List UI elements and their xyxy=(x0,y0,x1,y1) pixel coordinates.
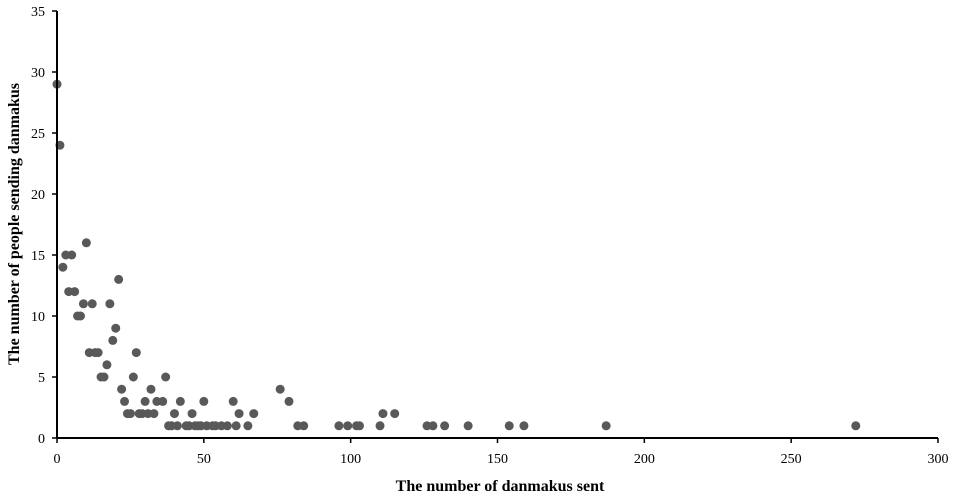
data-point xyxy=(343,421,353,431)
y-axis-ticks: 0 5 10 15 20 25 30 35 xyxy=(31,5,57,447)
y-axis-title: The number of people sending danmakus xyxy=(6,83,23,365)
data-point xyxy=(117,384,127,394)
data-point xyxy=(81,238,91,248)
data-point xyxy=(70,287,80,297)
y-tick-label: 10 xyxy=(31,310,45,325)
data-point xyxy=(149,409,159,419)
data-point xyxy=(601,421,611,431)
y-tick-label: 5 xyxy=(38,371,45,386)
data-point xyxy=(504,421,514,431)
data-point xyxy=(172,421,182,431)
data-point xyxy=(519,421,529,431)
y-tick-label: 15 xyxy=(31,249,45,264)
y-tick-label: 25 xyxy=(31,127,45,142)
data-point xyxy=(140,396,150,406)
x-tick-label: 200 xyxy=(634,452,655,467)
data-point xyxy=(440,421,450,431)
data-point xyxy=(243,421,253,431)
data-point xyxy=(75,311,85,321)
data-point xyxy=(463,421,473,431)
data-point xyxy=(249,409,259,419)
x-tick-label: 300 xyxy=(928,452,949,467)
data-point xyxy=(234,409,244,419)
data-point xyxy=(105,299,115,309)
x-axis-title: The number of danmakus sent xyxy=(396,478,605,495)
x-tick-label: 150 xyxy=(487,452,508,467)
data-point xyxy=(125,409,135,419)
data-point xyxy=(161,372,171,382)
data-point xyxy=(354,421,364,431)
y-tick-label: 0 xyxy=(38,432,45,447)
data-point xyxy=(78,299,88,309)
data-point xyxy=(102,360,112,370)
data-point xyxy=(87,299,97,309)
data-point xyxy=(375,421,385,431)
data-point xyxy=(222,421,232,431)
data-point xyxy=(67,250,77,260)
data-point xyxy=(390,409,400,419)
data-point xyxy=(428,421,438,431)
data-point xyxy=(114,274,124,284)
data-point xyxy=(120,396,130,406)
data-point xyxy=(284,396,294,406)
data-point xyxy=(158,396,168,406)
x-tick-label: 250 xyxy=(781,452,802,467)
data-point xyxy=(108,335,118,345)
data-point xyxy=(146,384,156,394)
y-tick-label: 20 xyxy=(31,188,45,203)
data-point xyxy=(93,348,103,358)
x-axis-ticks: 0 50 100 150 200 250 300 xyxy=(54,438,949,467)
data-point xyxy=(128,372,138,382)
y-tick-label: 30 xyxy=(31,66,45,81)
data-point xyxy=(169,409,179,419)
data-point xyxy=(58,262,68,272)
x-tick-label: 100 xyxy=(340,452,361,467)
x-tick-label: 50 xyxy=(197,452,211,467)
data-point xyxy=(334,421,344,431)
data-point xyxy=(275,384,285,394)
data-point xyxy=(111,323,121,333)
data-point xyxy=(99,372,109,382)
data-point xyxy=(851,421,861,431)
data-point xyxy=(175,396,185,406)
data-points xyxy=(52,79,861,431)
data-point xyxy=(378,409,388,419)
data-point xyxy=(199,396,209,406)
x-tick-label: 0 xyxy=(54,452,61,467)
data-point xyxy=(228,396,238,406)
data-point xyxy=(187,409,197,419)
data-point xyxy=(131,348,141,358)
data-point xyxy=(299,421,309,431)
data-point xyxy=(231,421,241,431)
y-tick-label: 35 xyxy=(31,5,45,20)
